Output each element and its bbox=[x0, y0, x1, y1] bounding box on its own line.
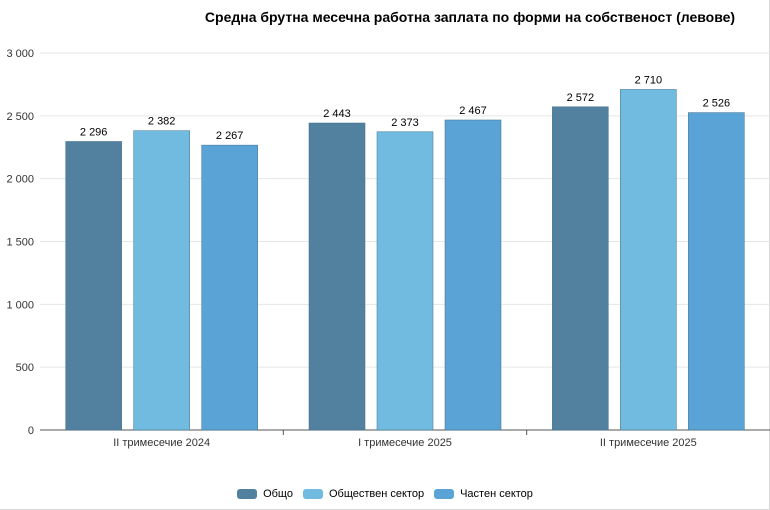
data-label: 2 526 bbox=[703, 98, 731, 110]
bar[interactable] bbox=[133, 130, 190, 431]
data-label: 2 267 bbox=[216, 130, 244, 142]
chart-title: Средна брутна месечна работна заплата по… bbox=[204, 9, 736, 25]
legend-label: Обществен сектор bbox=[328, 488, 425, 500]
data-label: 2 467 bbox=[459, 105, 487, 117]
y-tick-label: 1 000 bbox=[6, 299, 34, 311]
legend-swatch bbox=[302, 489, 323, 499]
legend-swatch bbox=[434, 489, 455, 499]
y-tick-label: 0 bbox=[28, 425, 34, 437]
data-label: 2 382 bbox=[148, 116, 176, 128]
legend-item[interactable]: Обществен сектор bbox=[302, 488, 425, 500]
data-label: 2 443 bbox=[323, 108, 351, 120]
bar[interactable] bbox=[201, 144, 258, 431]
bar[interactable] bbox=[552, 106, 609, 431]
bar[interactable] bbox=[65, 141, 122, 431]
data-label: 2 710 bbox=[635, 74, 663, 86]
legend-label: Общо bbox=[263, 488, 293, 500]
y-tick-label: 2 500 bbox=[6, 111, 34, 123]
x-tick-label: I тримесечие 2025 bbox=[358, 437, 452, 449]
bar[interactable] bbox=[444, 119, 502, 431]
legend-item[interactable]: Частен сектор bbox=[434, 488, 533, 500]
data-label: 2 296 bbox=[80, 126, 108, 138]
bar[interactable] bbox=[308, 122, 366, 431]
y-tick-label: 3 000 bbox=[6, 48, 34, 60]
x-tick-label: II тримесечие 2024 bbox=[113, 437, 210, 449]
bar[interactable] bbox=[620, 89, 677, 431]
bar[interactable] bbox=[376, 131, 434, 431]
data-label: 2 373 bbox=[391, 117, 419, 129]
bar[interactable] bbox=[688, 112, 745, 431]
legend-item[interactable]: Общо bbox=[237, 488, 293, 500]
legend-label: Частен сектор bbox=[460, 488, 533, 500]
y-tick-label: 2 000 bbox=[6, 174, 34, 186]
data-label: 2 572 bbox=[567, 92, 595, 104]
legend: Общо Обществен сектор Частен сектор bbox=[0, 488, 770, 500]
x-tick-label: II тримесечие 2025 bbox=[600, 437, 697, 449]
y-tick-label: 500 bbox=[16, 362, 34, 374]
y-tick-label: 1 500 bbox=[6, 237, 34, 249]
legend-swatch bbox=[237, 489, 258, 499]
